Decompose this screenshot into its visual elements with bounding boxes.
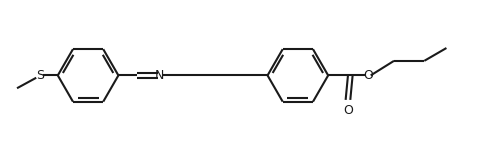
- Text: N: N: [154, 69, 164, 82]
- Text: O: O: [342, 104, 352, 117]
- Text: O: O: [362, 69, 372, 82]
- Text: S: S: [36, 69, 44, 82]
